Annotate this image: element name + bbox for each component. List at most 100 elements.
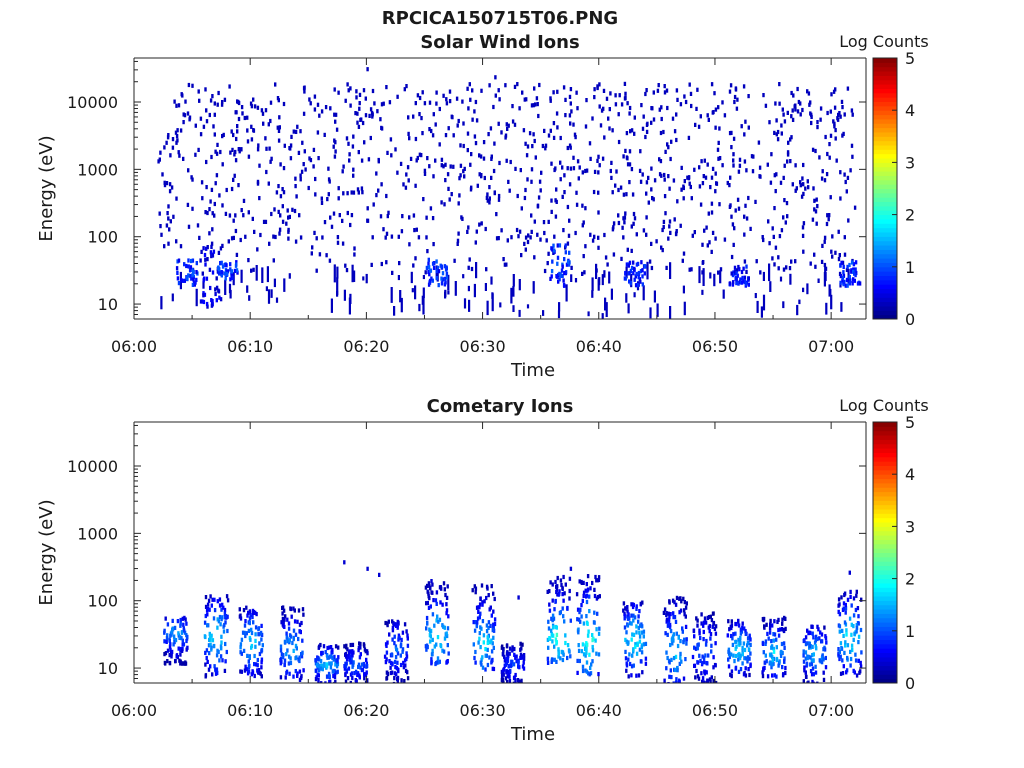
background-count-cell (624, 96, 627, 101)
background-count-cell (631, 192, 635, 197)
background-count-cell (732, 136, 736, 141)
burst-cell (727, 647, 731, 652)
background-count-cell (663, 172, 666, 178)
background-count-cell (621, 225, 624, 230)
background-count-cell (314, 176, 317, 182)
burst-cell (241, 630, 245, 635)
burst-cell (225, 594, 229, 599)
burst-cell (204, 595, 208, 600)
burst-cell (804, 635, 808, 640)
background-count-cell (467, 225, 470, 230)
burst-cell (215, 285, 219, 290)
burst-cell (644, 641, 648, 646)
burst-cell (838, 629, 841, 634)
burst-cell (841, 628, 844, 633)
background-count-cell (333, 87, 336, 92)
background-count-cell (327, 177, 331, 182)
background-count-cell (615, 169, 618, 174)
burst-cell (212, 644, 216, 649)
burst-cell (842, 606, 845, 611)
burst-cell (695, 668, 698, 674)
background-count-cell (426, 156, 429, 161)
background-count-cell (246, 128, 249, 133)
background-count-cell (216, 142, 219, 147)
background-count-cell (278, 231, 281, 236)
burst-cell (666, 623, 670, 628)
burst-cell (568, 588, 571, 594)
background-count-cell (833, 124, 836, 129)
background-count-cell (252, 128, 256, 133)
low-energy-streak (754, 293, 757, 299)
colorbar-segment (873, 674, 897, 680)
burst-cell (186, 645, 189, 650)
background-count-cell (533, 86, 536, 91)
background-count-cell (424, 270, 427, 275)
y-tick-label: 10000 (67, 93, 118, 112)
burst-cell (391, 625, 395, 630)
burst-cell (172, 642, 175, 647)
burst-cell (561, 585, 564, 590)
burst-cell (319, 659, 323, 664)
background-count-cell (768, 241, 771, 246)
background-count-cell (300, 169, 304, 174)
background-count-cell (701, 181, 705, 186)
burst-cell (319, 666, 323, 671)
burst-cell (734, 269, 737, 275)
background-count-cell (804, 186, 807, 191)
background-count-cell (593, 87, 596, 92)
burst-cell (727, 619, 730, 624)
background-count-cell (505, 158, 508, 163)
burst-cell (581, 642, 585, 647)
low-energy-streak (653, 290, 656, 303)
burst-cell (853, 278, 856, 283)
background-count-cell (781, 107, 784, 112)
background-count-cell (361, 190, 364, 195)
background-count-cell (608, 107, 611, 112)
burst-cell (859, 664, 863, 669)
burst-cell (747, 282, 750, 287)
colorbar-segment (873, 236, 897, 242)
background-count-cell (547, 219, 550, 224)
burst-cell (595, 627, 598, 632)
burst-cell (556, 261, 559, 266)
colorbar-segment (873, 79, 897, 85)
burst-cell (554, 579, 557, 585)
background-count-cell (507, 179, 510, 184)
burst-cell (598, 626, 601, 631)
background-count-cell (358, 106, 361, 111)
burst-cell (176, 619, 180, 624)
burst-cell (438, 585, 442, 590)
burst-cell (362, 642, 366, 647)
background-count-cell (533, 138, 536, 144)
burst-cell (809, 655, 812, 660)
low-energy-streak (336, 277, 339, 295)
background-count-cell (714, 125, 717, 130)
burst-cell (405, 656, 408, 662)
burst-cell (329, 645, 333, 650)
burst-cell (260, 665, 263, 670)
background-count-cell (422, 197, 425, 202)
burst-cell (714, 680, 718, 683)
burst-cell (628, 260, 632, 265)
burst-cell (744, 631, 747, 636)
burst-cell (427, 581, 431, 586)
background-count-cell (302, 111, 306, 116)
burst-cell (180, 648, 184, 653)
background-count-cell (237, 100, 241, 106)
burst-cell (685, 641, 688, 646)
burst-cell (324, 681, 327, 683)
burst-cell (702, 637, 705, 642)
burst-cell (857, 614, 860, 619)
burst-cell (513, 646, 516, 652)
burst-cell (177, 281, 181, 286)
background-count-cell (391, 270, 394, 275)
colorbar-tick-label: 2 (905, 570, 915, 589)
burst-cell (434, 598, 438, 603)
background-count-cell (754, 199, 757, 204)
burst-cell (747, 276, 750, 281)
background-count-cell (366, 206, 369, 211)
colorbar-segment (873, 587, 897, 593)
burst-cell (254, 610, 257, 615)
background-count-cell (639, 149, 642, 154)
background-count-cell (502, 257, 505, 262)
